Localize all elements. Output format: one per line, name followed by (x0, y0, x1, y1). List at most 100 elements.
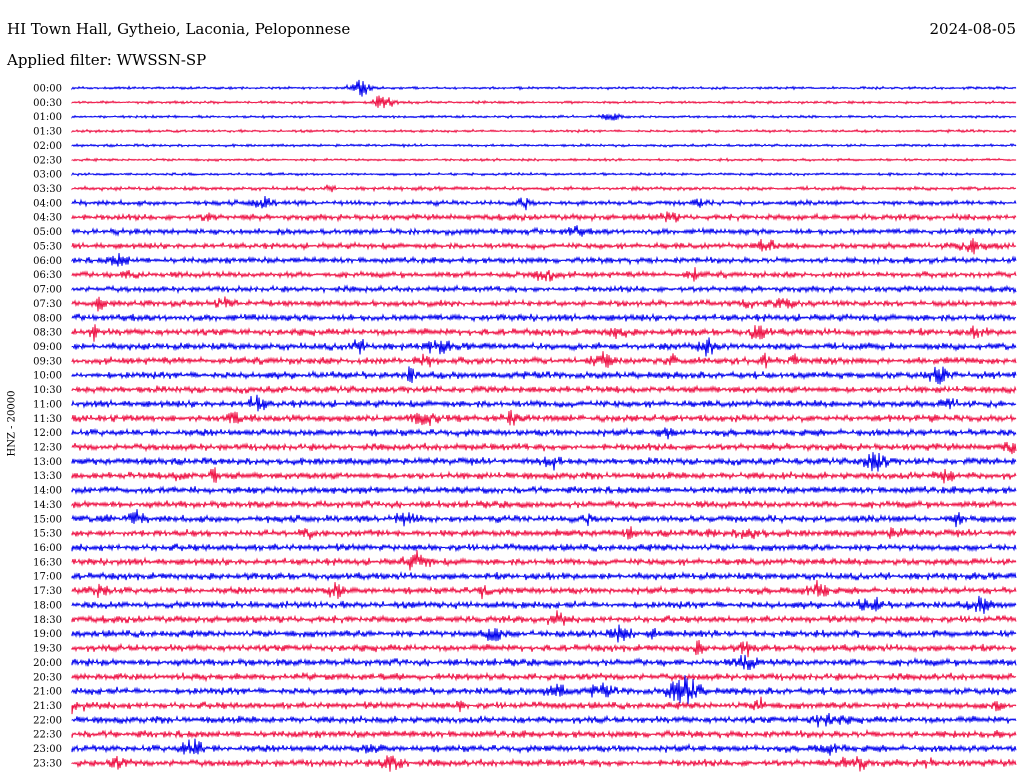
time-label-2300: 23:00 (33, 744, 62, 755)
time-label-2030: 20:30 (33, 672, 62, 683)
trace-1430 (71, 499, 1017, 510)
time-label-1900: 19:00 (33, 629, 62, 640)
time-label-1700: 17:00 (33, 572, 62, 583)
time-label-0900: 09:00 (33, 342, 62, 353)
time-label-1400: 14:00 (33, 486, 62, 497)
trace-0030 (71, 95, 1017, 109)
time-label-2230: 22:30 (33, 730, 62, 741)
time-label-1230: 12:30 (33, 443, 62, 454)
trace-1730 (71, 580, 1017, 600)
time-label-2200: 22:00 (33, 715, 62, 726)
time-label-1530: 15:30 (33, 529, 62, 540)
time-label-0300: 03:00 (33, 170, 62, 181)
time-label-2000: 20:00 (33, 658, 62, 669)
time-label-0130: 01:30 (33, 127, 62, 138)
time-label-1730: 17:30 (33, 586, 62, 597)
trace-1000 (71, 366, 1017, 385)
time-label-1300: 13:00 (33, 457, 62, 468)
trace-1230 (71, 441, 1017, 455)
filter-label: Applied filter: WWSSN-SP (7, 51, 207, 69)
time-label-0730: 07:30 (33, 299, 62, 310)
time-label-0400: 04:00 (33, 198, 62, 209)
trace-0130 (71, 128, 1017, 134)
time-label-0700: 07:00 (33, 285, 62, 296)
trace-1530 (71, 526, 1017, 540)
trace-0100 (71, 112, 1017, 121)
time-label-2130: 21:30 (33, 701, 62, 712)
trace-1630 (71, 550, 1017, 571)
time-label-1030: 10:30 (33, 385, 62, 396)
time-label-1600: 16:00 (33, 543, 62, 554)
time-label-1500: 15:00 (33, 514, 62, 525)
time-label-1200: 12:00 (33, 428, 62, 439)
trace-2030 (71, 671, 1017, 683)
time-label-0500: 05:00 (33, 227, 62, 238)
trace-0500 (71, 225, 1017, 237)
time-label-0100: 01:00 (33, 112, 62, 123)
time-label-0830: 08:30 (33, 328, 62, 339)
time-label-1000: 10:00 (33, 371, 62, 382)
time-label-0630: 06:30 (33, 270, 62, 281)
trace-2230 (71, 728, 1017, 740)
trace-2130 (71, 696, 1017, 715)
trace-1600 (71, 542, 1017, 553)
trace-1100 (71, 394, 1017, 412)
trace-2200 (71, 713, 1017, 728)
trace-2300 (71, 738, 1017, 756)
trace-0430 (71, 211, 1017, 223)
trace-1400 (71, 485, 1017, 496)
trace-1030 (71, 384, 1017, 395)
date-label: 2024-08-05 (929, 20, 1016, 38)
time-label-1930: 19:30 (33, 644, 62, 655)
station-title: HI Town Hall, Gytheio, Laconia, Peloponn… (7, 20, 351, 38)
trace-0900 (71, 337, 1017, 357)
trace-0700 (71, 284, 1017, 295)
trace-0300 (71, 171, 1017, 178)
time-label-0030: 00:30 (33, 98, 62, 109)
time-label-0530: 05:30 (33, 241, 62, 252)
trace-1700 (71, 571, 1017, 582)
trace-1930 (71, 640, 1017, 658)
time-label-1430: 14:30 (33, 500, 62, 511)
trace-0630 (71, 267, 1017, 282)
time-label-0930: 09:30 (33, 356, 62, 367)
trace-0530 (71, 238, 1017, 255)
trace-2000 (71, 654, 1017, 670)
time-label-0800: 08:00 (33, 313, 62, 324)
trace-2100 (71, 675, 1017, 705)
trace-1300 (71, 452, 1017, 472)
time-label-1130: 11:30 (33, 414, 62, 425)
trace-0730 (71, 296, 1017, 312)
trace-0330 (71, 184, 1017, 193)
time-label-1330: 13:30 (33, 471, 62, 482)
trace-0200 (71, 142, 1017, 149)
seismic-traces (71, 79, 1017, 772)
trace-1200 (71, 427, 1017, 440)
trace-0830 (71, 324, 1017, 342)
trace-1500 (71, 509, 1017, 528)
time-label-0330: 03:30 (33, 184, 62, 195)
trace-1830 (71, 610, 1017, 626)
time-label-0600: 06:00 (33, 256, 62, 267)
trace-0800 (71, 312, 1017, 324)
trace-0400 (71, 195, 1017, 211)
time-label-0230: 02:30 (33, 155, 62, 166)
time-label-2330: 23:30 (33, 758, 62, 769)
trace-0930 (71, 351, 1017, 369)
time-label-2100: 21:00 (33, 687, 62, 698)
trace-0230 (71, 157, 1017, 163)
trace-1130 (71, 409, 1017, 426)
trace-1800 (71, 595, 1017, 614)
trace-2330 (71, 755, 1017, 772)
time-label-0430: 04:30 (33, 213, 62, 224)
trace-0600 (71, 253, 1017, 267)
trace-1900 (71, 624, 1017, 643)
time-labels: 00:00 00:30 01:00 01:30 02:00 02:30 03:00 03:30… (33, 84, 62, 770)
time-label-1830: 18:30 (33, 615, 62, 626)
trace-0000 (71, 79, 1017, 97)
time-label-1630: 16:30 (33, 557, 62, 568)
time-label-1100: 11:00 (33, 399, 62, 410)
trace-1330 (71, 467, 1017, 484)
time-label-0000: 00:00 (33, 84, 62, 95)
